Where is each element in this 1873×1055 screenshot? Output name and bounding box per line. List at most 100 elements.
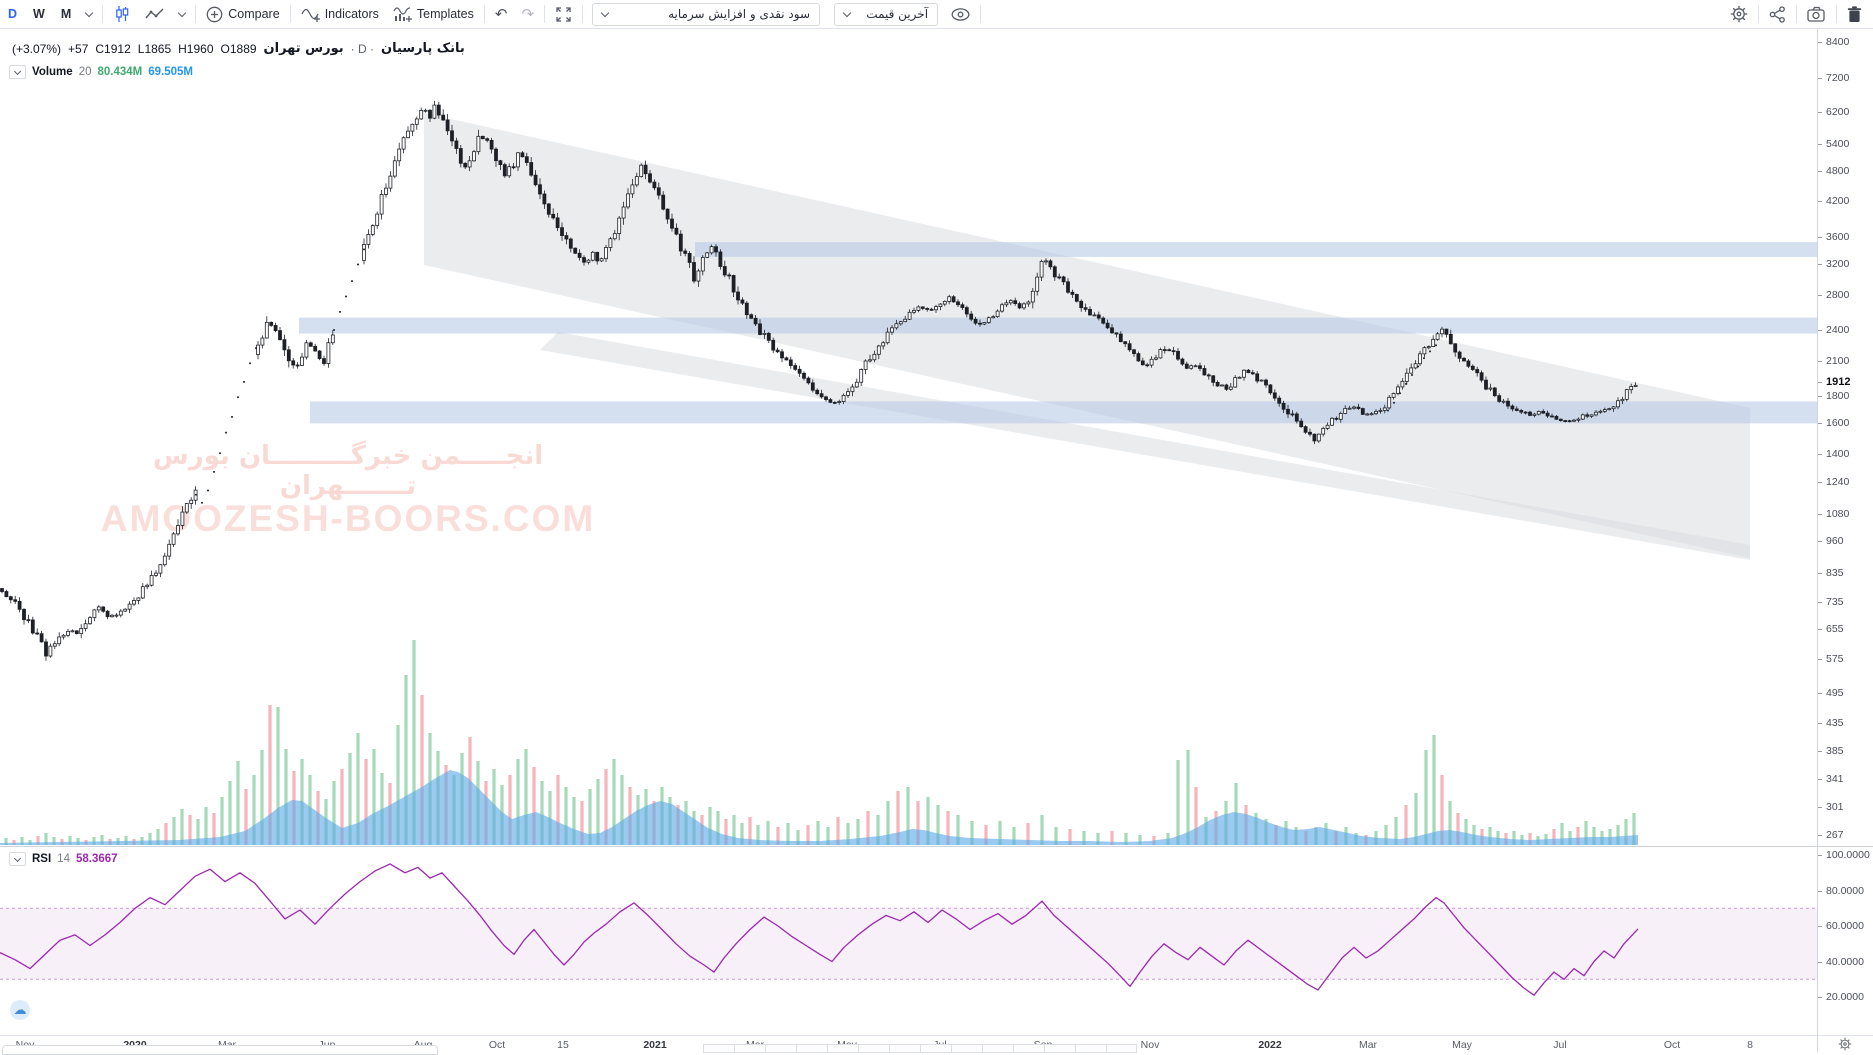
- volume-bar: [228, 781, 232, 845]
- settings-button[interactable]: [1723, 0, 1755, 28]
- candle-body: [1092, 314, 1097, 317]
- candle-body: [648, 173, 652, 183]
- candle-body: [1554, 415, 1559, 420]
- toolbar-divider: [1796, 5, 1797, 23]
- rsi-axis-label: 60.0000: [1817, 920, 1864, 932]
- interval-menu-button[interactable]: [79, 0, 99, 28]
- pane-separator[interactable]: [0, 846, 1873, 847]
- symbol-legend[interactable]: (+3.07%) +57 C1912 L1865 H1960 O1889 بور…: [12, 41, 465, 56]
- snapshot-button[interactable]: [1800, 0, 1833, 28]
- undo-button[interactable]: ↶: [494, 5, 508, 23]
- volume-bar: [1040, 815, 1044, 845]
- candle-body: [1101, 317, 1106, 324]
- candle-body: [1567, 420, 1572, 423]
- price-axis-label: 3200: [1816, 258, 1850, 270]
- candle-body: [1633, 384, 1638, 387]
- time-axis-settings-icon[interactable]: [1838, 1037, 1852, 1051]
- volume-bar: [516, 759, 520, 845]
- volume-bar: [44, 833, 48, 845]
- candle-body: [692, 262, 696, 282]
- volume-bar: [596, 779, 600, 845]
- volume-bar: [766, 821, 770, 845]
- candle-body: [947, 296, 952, 302]
- candle-body: [176, 525, 180, 535]
- last-price-dropdown[interactable]: آخرین قیمت: [834, 2, 939, 26]
- candle-body: [969, 313, 974, 320]
- exchange-name: بورس تهران: [263, 41, 344, 56]
- candle-body: [414, 118, 419, 125]
- price-axis-label: 267: [1817, 829, 1844, 841]
- candle-body: [727, 274, 732, 277]
- price-axis[interactable]: 8400 7200 6200 5400 4800 4200 3600 3200 2800 2400…: [1816, 28, 1873, 1035]
- price-axis-label: 2800: [1816, 288, 1850, 301]
- dividends-dropdown[interactable]: سود نقدی و افزایش سرمایه: [592, 2, 821, 26]
- rsi-collapse-button[interactable]: [9, 852, 26, 866]
- templates-button[interactable]: Templates: [386, 0, 481, 28]
- candle-body: [167, 543, 172, 557]
- candle-body: [546, 203, 551, 215]
- interval-monthly-button[interactable]: M: [60, 7, 72, 21]
- toolbar-divider: [980, 5, 982, 23]
- toolbar-divider: [483, 5, 485, 23]
- delete-button[interactable]: [1840, 0, 1869, 28]
- time-axis-label: 2021: [643, 1039, 667, 1051]
- candle-body: [132, 600, 136, 605]
- candle-body: [709, 246, 714, 254]
- candle-body: [136, 597, 141, 601]
- candle-body: [577, 252, 582, 258]
- sparse-dot: [351, 280, 353, 283]
- candle-body: [1224, 384, 1229, 390]
- volume-length: 20: [78, 66, 92, 78]
- candle-body: [630, 184, 635, 195]
- candle-body: [986, 317, 991, 323]
- volume-legend: Volume 20 80.434M 69.505M: [9, 65, 193, 79]
- volume-bar: [76, 838, 80, 845]
- candle-body: [1132, 349, 1136, 355]
- candle-body: [1057, 276, 1062, 279]
- candle-body: [1356, 406, 1361, 409]
- sparse-dot: [195, 493, 197, 496]
- price-axis-label: 6200: [1816, 105, 1850, 118]
- candle-body: [1563, 420, 1568, 422]
- candle-body: [476, 135, 481, 153]
- candle-body: [450, 130, 454, 142]
- candle-body: [828, 399, 833, 403]
- share-button[interactable]: [1762, 0, 1793, 28]
- price-axis-label: 341: [1817, 772, 1844, 785]
- rsi-line: [0, 863, 1639, 996]
- compare-button[interactable]: Compare: [199, 0, 286, 28]
- rsi-value: 58.3667: [75, 853, 118, 865]
- compare-label: Compare: [228, 7, 280, 21]
- candle-body: [907, 311, 912, 320]
- chart-type-line-button[interactable]: [138, 0, 172, 28]
- candle-body: [590, 251, 595, 261]
- visibility-button[interactable]: [944, 0, 977, 28]
- candle-body: [1189, 365, 1194, 369]
- interval-separator: · D ·: [350, 41, 374, 56]
- volume-bar: [532, 767, 536, 845]
- price-axis-label: 2400: [1816, 324, 1850, 337]
- indicators-button[interactable]: Indicators: [294, 0, 386, 28]
- chart-canvas[interactable]: [0, 0, 1817, 1052]
- interval-daily-button[interactable]: D: [8, 7, 18, 21]
- candle-body: [154, 572, 158, 576]
- interval-weekly-button[interactable]: W: [33, 7, 45, 21]
- candle-body: [634, 176, 639, 186]
- candle-body: [375, 213, 380, 226]
- price-axis-label: 495: [1817, 687, 1844, 700]
- chart-type-candles-button[interactable]: [106, 0, 138, 28]
- candle-body: [1096, 314, 1101, 319]
- candle-body: [788, 359, 793, 366]
- chart-type-menu-button[interactable]: [172, 0, 192, 28]
- fullscreen-button[interactable]: [548, 0, 579, 28]
- toolbar-divider: [195, 5, 197, 23]
- volume-collapse-button[interactable]: [9, 65, 26, 79]
- volume-bar: [356, 733, 360, 845]
- candle-body: [1497, 395, 1502, 402]
- volume-bar: [1552, 829, 1556, 845]
- candle-body: [295, 364, 300, 367]
- candle-body: [1052, 266, 1057, 278]
- redo-button[interactable]: ↷: [521, 5, 535, 23]
- volume-bar: [404, 675, 408, 845]
- camera-icon: [1807, 6, 1825, 22]
